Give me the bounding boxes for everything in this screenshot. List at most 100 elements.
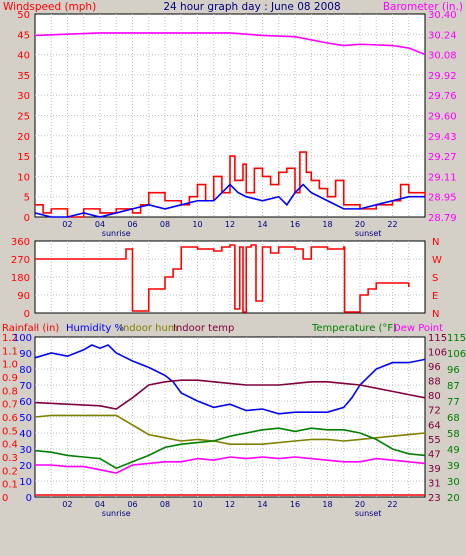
temp-green-tick-label: 68 — [447, 413, 460, 424]
x-sub-label: sunrise — [102, 509, 131, 518]
x-tick-label: 18 — [322, 500, 332, 509]
series-indoor-temp — [34, 379, 426, 410]
temp-tick-label: 47 — [428, 449, 441, 460]
wind-tick-label: 0 — [24, 213, 30, 224]
wind-tick-label: 30 — [17, 91, 30, 102]
legend-item: Humidity % — [66, 323, 124, 334]
rain-tick-label: 0 — [2, 493, 8, 504]
wind-tick-label: 10 — [17, 172, 30, 183]
wind-baro-panel: Windspeed (mph) 24 hour graph day : June… — [3, 1, 463, 238]
humidity-tick-label: 100 — [13, 333, 32, 344]
temp-green-tick-label: 87 — [447, 381, 460, 392]
wind-tick-label: 5 — [24, 193, 30, 204]
temp-tick-label: 115 — [428, 333, 447, 344]
x-tick-label: 12 — [225, 500, 235, 509]
baro-tick-label: 29.76 — [428, 91, 457, 102]
x-sub-label: sunset — [355, 229, 382, 238]
compass-label: N — [432, 237, 439, 248]
series-barometer — [34, 32, 426, 56]
humidity-tick-label: 60 — [19, 397, 32, 408]
rain-tick-label: 0.6 — [2, 413, 18, 424]
direction-tick-label: 180 — [11, 273, 30, 284]
temp-tick-label: 80 — [428, 391, 441, 402]
baro-tick-label: 30.24 — [428, 30, 457, 41]
temp-green-tick-label: 30 — [447, 477, 460, 488]
direction-tick-label: 0 — [24, 309, 30, 320]
baro-tick-label: 29.11 — [428, 172, 457, 183]
wind-tick-label: 50 — [17, 10, 30, 21]
series-wind-direction — [35, 244, 410, 313]
humidity-tick-label: 50 — [19, 413, 32, 424]
rain-tick-label: 0.5 — [2, 426, 18, 437]
humidity-tick-label: 90 — [19, 349, 32, 360]
humidity-tick-label: 0 — [26, 493, 32, 504]
x-tick-label: 10 — [192, 220, 202, 229]
temp-tick-label: 55 — [428, 435, 441, 446]
temp-green-tick-label: 106 — [447, 349, 466, 360]
humidity-tick-label: 10 — [19, 477, 32, 488]
wind-tick-label: 20 — [17, 132, 30, 143]
rain-tick-label: 1.0 — [2, 360, 18, 371]
x-tick-label: 14 — [257, 500, 267, 509]
humidity-tick-label: 20 — [19, 461, 32, 472]
baro-tick-label: 28.79 — [428, 213, 457, 224]
baro-tick-label: 30.40 — [428, 10, 457, 21]
graph-title: 24 hour graph day : June 08 2008 — [163, 1, 340, 13]
x-tick-label: 04 — [95, 500, 105, 509]
temp-tick-label: 88 — [428, 377, 441, 388]
baro-tick-label: 29.60 — [428, 112, 457, 123]
direction-tick-label: 360 — [11, 237, 30, 248]
baro-tick-label: 29.27 — [428, 152, 457, 163]
legend-item: Rainfall (in) — [2, 323, 59, 334]
x-tick-label: 14 — [257, 220, 267, 229]
temp-green-tick-label: 77 — [447, 397, 460, 408]
temp-tick-label: 106 — [428, 348, 447, 359]
x-tick-label: 20 — [355, 500, 365, 509]
wind-tick-label: 15 — [17, 152, 30, 163]
series-temperature — [34, 427, 426, 470]
series-humidity — [34, 344, 426, 415]
rain-tick-label: 0.7 — [2, 400, 18, 411]
temp-green-tick-label: 96 — [447, 365, 460, 376]
compass-label: N — [432, 309, 439, 320]
rain-tick-label: 0.9 — [2, 373, 18, 384]
temp-green-tick-label: 115 — [447, 333, 466, 344]
temp-green-tick-label: 39 — [447, 461, 460, 472]
wind-tick-label: 45 — [17, 30, 30, 41]
series-wind-speed — [34, 183, 425, 218]
x-tick-label: 08 — [160, 500, 170, 509]
rain-tick-label: 1.2 — [2, 333, 18, 344]
baro-tick-label: 30.08 — [428, 51, 457, 62]
temp-tick-label: 31 — [428, 478, 441, 489]
wind-axis-title: Windspeed (mph) — [3, 1, 96, 13]
direction-tick-label: 270 — [11, 255, 30, 266]
x-tick-label: 18 — [322, 220, 332, 229]
humidity-tick-label: 30 — [19, 445, 32, 456]
x-tick-label: 12 — [225, 220, 235, 229]
rain-tick-label: 0.8 — [2, 386, 18, 397]
baro-tick-label: 29.92 — [428, 71, 457, 82]
compass-label: S — [432, 273, 438, 284]
x-tick-label: 22 — [387, 500, 397, 509]
wind-tick-label: 40 — [17, 51, 30, 62]
humidity-tick-label: 40 — [19, 429, 32, 440]
baro-tick-label: 28.95 — [428, 193, 457, 204]
compass-label: W — [432, 255, 442, 266]
legend-item: Dew Point — [393, 323, 443, 334]
x-tick-label: 16 — [290, 220, 300, 229]
humidity-tick-label: 80 — [19, 365, 32, 376]
x-tick-label: 06 — [127, 220, 137, 229]
rain-tick-label: 0.2 — [2, 466, 18, 477]
humidity-tick-label: 70 — [19, 381, 32, 392]
baro-axis-title: Barometer (in.) — [383, 1, 463, 13]
rain-tick-label: 0.3 — [2, 453, 18, 464]
x-tick-label: 02 — [62, 500, 72, 509]
x-sub-label: sunset — [355, 509, 382, 518]
legend-item: Indoor hum — [120, 323, 178, 334]
series-indoor-hum — [34, 414, 426, 446]
rain-tick-label: 0.1 — [2, 480, 18, 491]
x-tick-label: 06 — [127, 500, 137, 509]
temp-humidity-panel: Rainfall (in) Humidity %Indoor humIndoor … — [2, 323, 466, 518]
